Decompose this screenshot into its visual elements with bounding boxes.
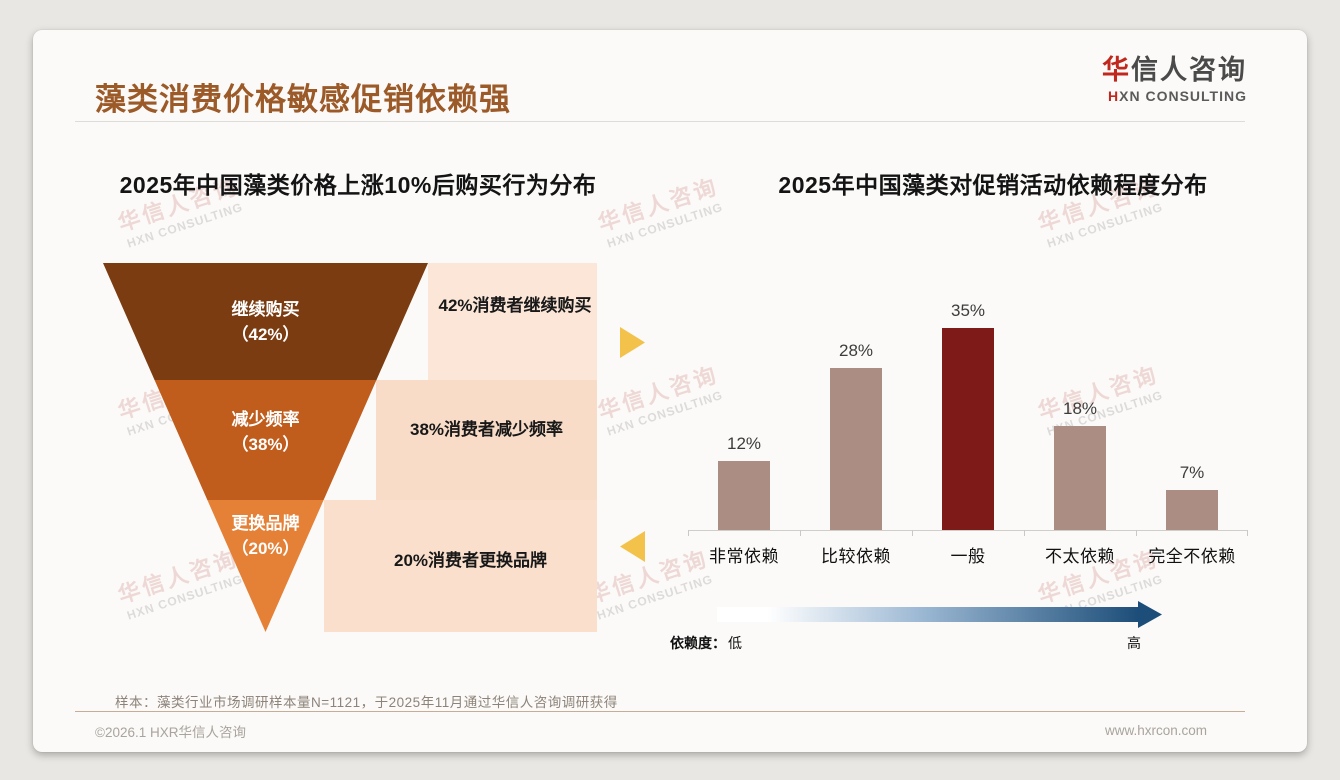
- category-label: 完全不依赖: [1148, 547, 1236, 566]
- axis-tick: [1247, 530, 1248, 536]
- watermark-en: HXN CONSULTING: [125, 199, 245, 251]
- bar: [718, 461, 770, 530]
- watermark-en: HXN CONSULTING: [605, 199, 725, 251]
- funnel-annotation-band: [376, 380, 597, 500]
- logo-en-accent: H: [1108, 87, 1120, 104]
- logo-english: HXN CONSULTING: [1102, 87, 1247, 104]
- axis-tick: [1136, 530, 1137, 536]
- bar-column: 35%: [912, 298, 1024, 530]
- slide-card: 华信人咨询 HXN CONSULTING 华信人咨询 HXN CONSULTING …: [33, 30, 1307, 752]
- bar-value-label: 12%: [726, 434, 762, 453]
- bar-chart: 12% 28% 35% 18% 7%: [688, 298, 1248, 536]
- funnel-triangle: 继续购买 （42%） 减少频率 （38%） 更换品牌 （20%）: [103, 263, 428, 632]
- axis-tick: [800, 530, 801, 536]
- bar-value-label: 28%: [838, 341, 874, 360]
- segment-name: 更换品牌: [231, 514, 300, 533]
- segment-value: （38%）: [231, 435, 300, 454]
- logo-en-rest: XN CONSULTING: [1119, 87, 1247, 104]
- axis-note-label: 依赖度：: [670, 635, 726, 651]
- bar-chart-title: 2025年中国藻类对促销活动依赖程度分布: [778, 172, 1208, 198]
- segment-value: （42%）: [231, 325, 300, 344]
- segment-name: 继续购买: [231, 300, 300, 319]
- axis-tick: [688, 530, 689, 536]
- funnel-annotation-band: [428, 263, 597, 380]
- funnel-annotation-band: [324, 500, 597, 632]
- page-title: 藻类消费价格敏感促销依赖强: [95, 82, 511, 117]
- website-url: www.hxrcon.com: [1104, 723, 1207, 738]
- funnel-chart-title: 2025年中国藻类价格上涨10%后购买行为分布: [119, 172, 597, 198]
- logo-zh-rest: 信人咨询: [1131, 55, 1247, 85]
- dependence-gradient-arrowhead-icon: [1138, 601, 1162, 628]
- bar-column: 28%: [800, 298, 912, 530]
- sample-footnote: 样本：藻类行业市场调研样本量N=1121，于2025年11月通过华信人咨询调研获…: [115, 695, 618, 710]
- axis-low-label: 低: [728, 635, 742, 651]
- header-divider: [75, 121, 1245, 122]
- company-logo: 华信人咨询 HXN CONSULTING: [1102, 55, 1247, 104]
- segment-value: （20%）: [231, 539, 300, 558]
- watermark-en: HXN CONSULTING: [1045, 571, 1165, 623]
- bar: [942, 328, 994, 530]
- segment-name: 减少频率: [231, 410, 300, 429]
- category-label: 不太依赖: [1045, 547, 1115, 566]
- bar-column: 18%: [1024, 298, 1136, 530]
- funnel-chart: 42%消费者继续购买 38%消费者减少频率 20%消费者更换品牌 继续购买 （42…: [103, 263, 597, 632]
- logo-zh-accent: 华: [1102, 55, 1131, 85]
- axis-tick: [912, 530, 913, 536]
- category-label: 非常依赖: [709, 547, 779, 566]
- axis-tick: [1024, 530, 1025, 536]
- arrow-left-icon: [620, 531, 645, 562]
- arrow-right-icon: [620, 327, 645, 358]
- category-label: 一般: [950, 547, 986, 566]
- bar-column: 12%: [688, 298, 800, 530]
- dependence-gradient-bar: [717, 607, 1138, 622]
- footer-divider: [75, 711, 1245, 712]
- category-label: 比较依赖: [821, 547, 891, 566]
- funnel-segment-label: 减少频率 （38%）: [103, 407, 428, 457]
- funnel-segment: [103, 263, 428, 381]
- funnel-segment-label: 更换品牌 （20%）: [103, 511, 428, 561]
- funnel-segment-label: 继续购买 （42%）: [103, 297, 428, 347]
- funnel-annotation: 38%消费者减少频率: [409, 420, 564, 439]
- funnel-annotation: 42%消费者继续购买: [438, 296, 592, 315]
- funnel-annotation: 20%消费者更换品牌: [393, 551, 548, 570]
- bar-value-label: 18%: [1062, 399, 1098, 418]
- logo-chinese: 华信人咨询: [1102, 55, 1247, 86]
- axis-high-label: 高: [1127, 635, 1141, 651]
- bar-column: 7%: [1136, 298, 1248, 530]
- bar-category-labels: 非常依赖 比较依赖 一般 不太依赖 完全不依赖: [688, 542, 1248, 567]
- bar-columns: 12% 28% 35% 18% 7%: [688, 298, 1248, 530]
- bar-value-label: 35%: [950, 301, 986, 320]
- bar: [830, 368, 882, 530]
- copyright-text: ©2026.1 HXR华信人咨询: [95, 725, 246, 740]
- dependence-axis-label: 依赖度：: [670, 633, 726, 653]
- bar-value-label: 7%: [1179, 463, 1205, 482]
- bar: [1054, 426, 1106, 530]
- bar: [1166, 490, 1218, 530]
- watermark-en: HXN CONSULTING: [1045, 199, 1165, 251]
